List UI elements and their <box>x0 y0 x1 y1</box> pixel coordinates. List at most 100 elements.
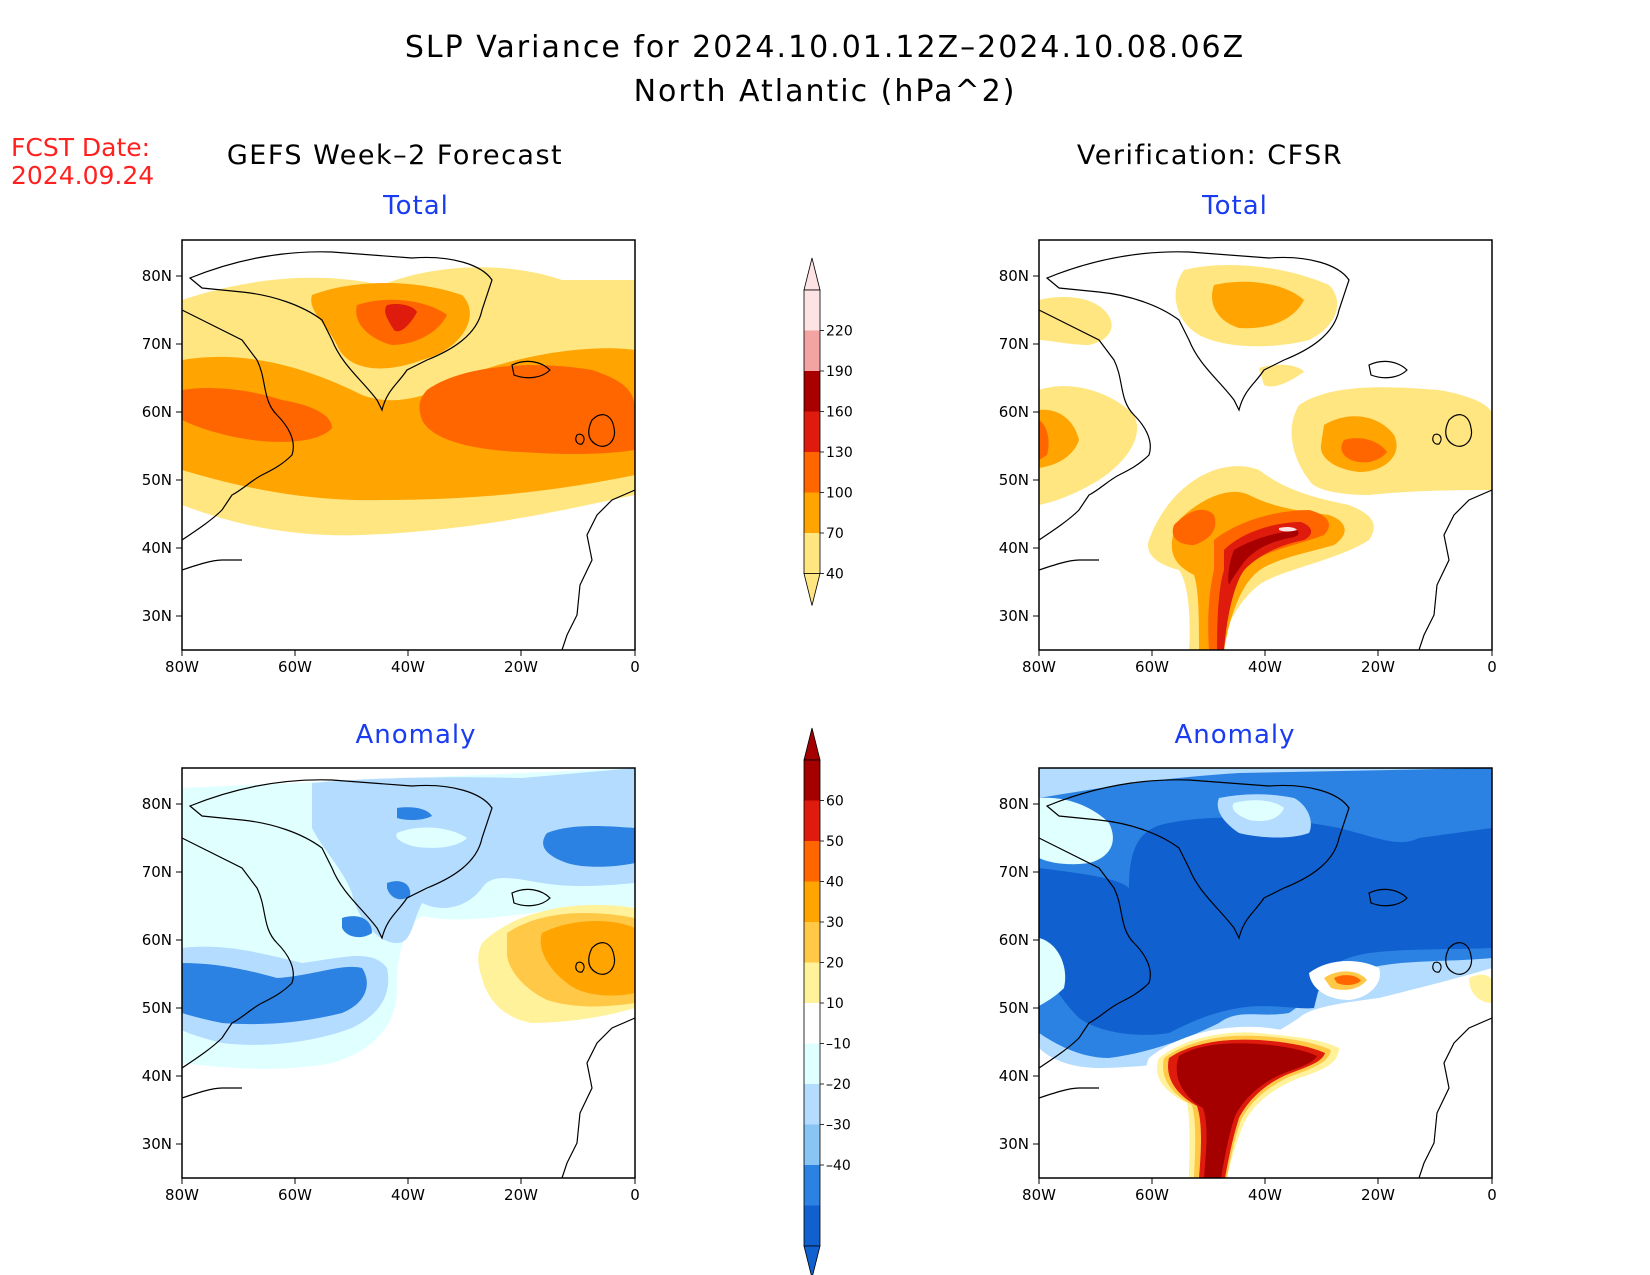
colorbar-level-label: –30 <box>826 1118 851 1134</box>
lat-tick-label: 70N <box>999 335 1029 353</box>
lon-tick-label: 60W <box>278 1186 312 1204</box>
coastline <box>182 779 635 1178</box>
lat-tick-label: 50N <box>142 471 172 489</box>
colorbar-segment <box>804 1084 820 1125</box>
map-panel-ver-total: 80N 70N 60N 50N 40N 30N 80W 60W 40W 20W 0 <box>999 239 1497 676</box>
lon-tick-label: 20W <box>504 658 538 676</box>
lat-tick-label: 50N <box>999 471 1029 489</box>
colorbar-cap-top <box>803 727 821 761</box>
contour-fill <box>182 240 635 650</box>
lon-tick-label: 80W <box>1022 658 1056 676</box>
lon-tick-label: 60W <box>1135 658 1169 676</box>
colorbar-segment <box>804 330 820 371</box>
fcst-date-label: FCST Date: <box>11 133 151 162</box>
lon-tick-label: 0 <box>630 658 640 676</box>
lon-tick-label: 40W <box>391 1186 425 1204</box>
colorbar-level-label: –10 <box>826 1037 851 1053</box>
colorbar-anomaly: 60 50 40 30 20 10 –10 –20 –30 –40 <box>803 727 851 1275</box>
lon-tick-label: 40W <box>1248 1186 1282 1204</box>
colorbar-level-label: 40 <box>826 875 844 891</box>
lat-tick-label: 70N <box>142 863 172 881</box>
colorbar-segment <box>804 800 820 841</box>
panel-subtitle-verification-total: Total <box>1202 191 1268 221</box>
colorbar-segment <box>804 1003 820 1044</box>
colorbar-level-label: 220 <box>826 324 853 340</box>
colorbar-level-label: 70 <box>826 526 844 542</box>
lon-tick-label: 20W <box>504 1186 538 1204</box>
colorbar-segment <box>804 492 820 533</box>
lon-tick-label: 0 <box>1487 1186 1497 1204</box>
map-panel-ver-anom: 80N 70N 60N 50N 40N 30N 80W 60W 40W 20W 0 <box>999 767 1497 1204</box>
colorbar-segment <box>804 1124 820 1165</box>
lon-tick-label: 80W <box>165 1186 199 1204</box>
colorbar-cap-top <box>803 257 821 291</box>
colorbar-segment <box>804 371 820 412</box>
lat-tick-label: 40N <box>999 539 1029 557</box>
colorbar-segment <box>804 962 820 1003</box>
colorbar-level-label: 100 <box>826 486 853 502</box>
chart-title-line2: North Atlantic (hPa^2) <box>633 74 1017 109</box>
colorbar-segment <box>804 1165 820 1206</box>
colorbar-segment <box>804 452 820 493</box>
lat-tick-label: 80N <box>142 795 172 813</box>
map-panel-fc-anom: 80N 70N 60N 50N 40N 30N 80W 60W 40W 20W 0 <box>142 767 640 1204</box>
colorbar-segment <box>804 533 820 574</box>
lat-tick-label: 40N <box>999 1067 1029 1085</box>
coastline <box>1039 779 1492 1178</box>
lat-tick-label: 30N <box>999 1135 1029 1153</box>
lat-tick-label: 50N <box>142 999 172 1017</box>
colorbar-segment <box>804 1043 820 1084</box>
chart-title-line1: SLP Variance for 2024.10.01.12Z–2024.10.… <box>404 30 1246 65</box>
lon-tick-label: 20W <box>1361 658 1395 676</box>
lon-tick-label: 0 <box>630 1186 640 1204</box>
colorbar-level-label: 160 <box>826 405 853 421</box>
colorbar-segment <box>804 411 820 452</box>
colorbar-level-label: 10 <box>826 996 844 1012</box>
colorbar-segment <box>804 760 820 801</box>
colorbar-cap-bottom <box>803 573 821 606</box>
coastline <box>1039 251 1492 650</box>
lon-tick-label: 60W <box>278 658 312 676</box>
colorbar-segment <box>804 1205 820 1246</box>
fcst-date-value: 2024.09.24 <box>11 161 155 190</box>
colorbar-level-label: –40 <box>826 1158 851 1174</box>
lat-tick-label: 60N <box>999 931 1029 949</box>
lat-tick-label: 30N <box>999 607 1029 625</box>
lat-tick-label: 60N <box>999 403 1029 421</box>
lon-tick-label: 20W <box>1361 1186 1395 1204</box>
lat-tick-label: 80N <box>142 267 172 285</box>
lat-tick-label: 70N <box>142 335 172 353</box>
colorbar-level-label: –20 <box>826 1077 851 1093</box>
lat-tick-label: 80N <box>999 267 1029 285</box>
lat-tick-label: 40N <box>142 539 172 557</box>
map-panel-fc-total: 80N 70N 60N 50N 40N 30N 80W 60W 40W 20W 0 <box>142 239 640 676</box>
lon-tick-label: 60W <box>1135 1186 1169 1204</box>
coastline <box>182 251 635 650</box>
column-title-forecast: GEFS Week–2 Forecast <box>226 140 564 171</box>
panel-subtitle-forecast-anomaly: Anomaly <box>355 720 477 750</box>
contour-fill <box>1039 768 1492 1178</box>
contour-fill <box>182 768 635 1178</box>
colorbar-segment <box>804 881 820 922</box>
colorbar-segment <box>804 841 820 882</box>
contour-fill <box>1039 240 1492 650</box>
colorbar-level-label: 130 <box>826 445 853 461</box>
lat-tick-label: 70N <box>999 863 1029 881</box>
lat-tick-label: 60N <box>142 931 172 949</box>
lon-tick-label: 0 <box>1487 658 1497 676</box>
colorbar-level-label: 20 <box>826 956 844 972</box>
colorbar-segment <box>804 290 820 331</box>
colorbar-level-label: 50 <box>826 834 844 850</box>
colorbar-total: 220 190 160 130 100 70 40 <box>803 257 853 606</box>
lat-tick-label: 40N <box>142 1067 172 1085</box>
panel-subtitle-verification-anomaly: Anomaly <box>1174 720 1296 750</box>
lat-tick-label: 60N <box>142 403 172 421</box>
lon-tick-label: 80W <box>1022 1186 1056 1204</box>
colorbar-cap-bottom <box>803 1245 821 1275</box>
lat-tick-label: 80N <box>999 795 1029 813</box>
colorbar-level-label: 30 <box>826 915 844 931</box>
colorbar-segment <box>804 922 820 963</box>
column-title-verification: Verification: CFSR <box>1076 140 1344 171</box>
lat-tick-label: 30N <box>142 1135 172 1153</box>
